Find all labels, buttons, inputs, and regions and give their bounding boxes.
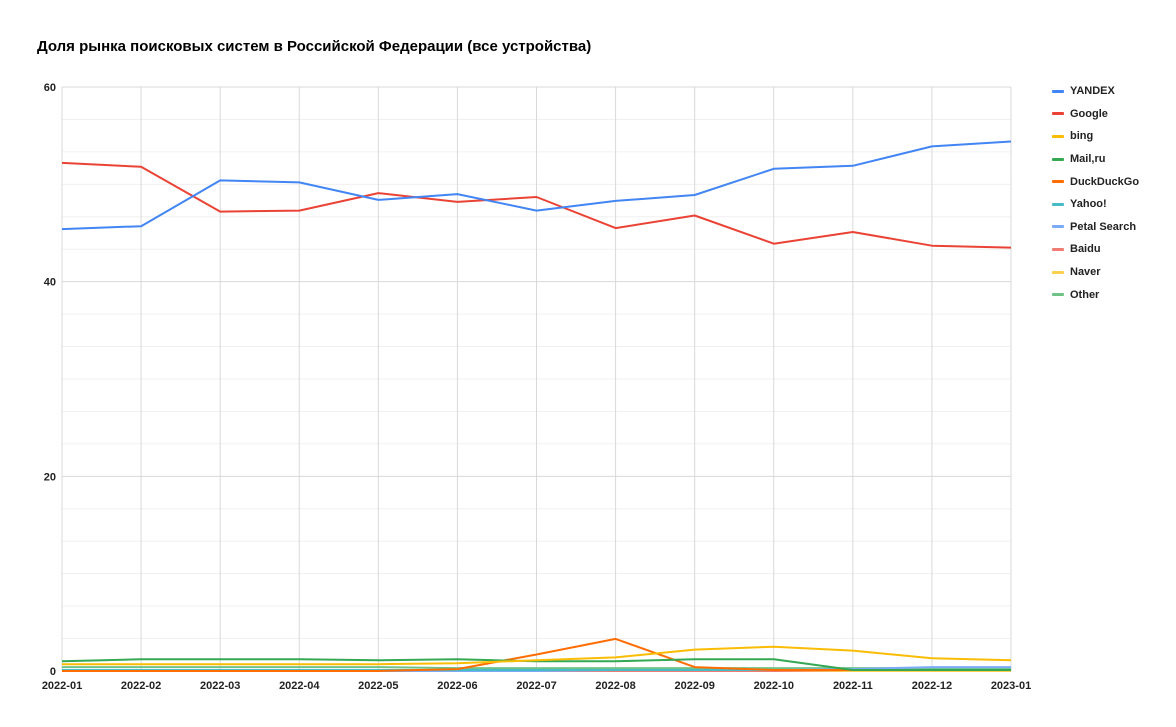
legend-label: Other <box>1070 288 1100 301</box>
legend-label: YANDEX <box>1070 85 1115 98</box>
x-tick-label: 2022-01 <box>42 680 82 692</box>
x-tick-label: 2022-06 <box>437 680 477 692</box>
legend-item: Google <box>1052 103 1139 126</box>
legend-item: Naver <box>1052 261 1139 284</box>
series-line-google <box>61 161 1012 249</box>
series-line-bing <box>62 645 1012 666</box>
legend-swatch <box>1052 112 1064 116</box>
legend-label: DuckDuckGo <box>1070 175 1140 188</box>
legend-item: Mail,ru <box>1052 148 1139 171</box>
legend-item: Petal Search <box>1052 216 1139 239</box>
y-tick-label: 20 <box>44 471 56 483</box>
legend-swatch <box>1052 202 1064 206</box>
legend-label: Petal Search <box>1070 220 1137 233</box>
y-tick-label: 0 <box>50 666 56 678</box>
legend-item: Baidu <box>1052 238 1139 261</box>
x-tick-label: 2022-02 <box>121 680 161 692</box>
x-tick-label: 2022-03 <box>200 680 240 692</box>
legend-swatch <box>1052 134 1064 138</box>
legend-item: YANDEX <box>1052 80 1139 103</box>
legend-swatch <box>1052 270 1064 274</box>
legend-swatch <box>1052 293 1064 297</box>
legend-swatch <box>1052 180 1064 184</box>
y-tick-label: 40 <box>44 277 56 289</box>
series-line-yandex <box>61 140 1012 231</box>
legend: YANDEX Google bing Mail,ru DuckDuckGo Yahoo! P… <box>1052 80 1139 306</box>
x-tick-label: 2022-10 <box>754 680 794 692</box>
legend-label: Google <box>1070 107 1108 120</box>
x-tick-label: 2023-01 <box>991 680 1031 692</box>
legend-label: Mail,ru <box>1070 153 1106 166</box>
legend-swatch <box>1052 157 1064 161</box>
legend-swatch <box>1052 247 1064 251</box>
chart-title: Доля рынка поисковых систем в Российской… <box>37 38 592 55</box>
x-tick-label: 2022-04 <box>279 680 320 692</box>
x-tick-label: 2022-09 <box>674 680 714 692</box>
x-tick-label: 2022-05 <box>358 680 398 692</box>
legend-item: bing <box>1052 125 1139 148</box>
legend-item: Yahoo! <box>1052 193 1139 216</box>
legend-label: Yahoo! <box>1070 198 1107 211</box>
x-tick-label: 2022-07 <box>516 680 556 692</box>
legend-label: Baidu <box>1070 243 1101 256</box>
legend-item: Other <box>1052 283 1139 306</box>
y-tick-label: 60 <box>44 82 56 94</box>
x-tick-label: 2022-08 <box>595 680 635 692</box>
legend-swatch <box>1052 89 1064 93</box>
legend-swatch <box>1052 225 1064 229</box>
legend-label: bing <box>1070 130 1094 143</box>
x-tick-label: 2022-11 <box>833 680 873 692</box>
legend-label: Naver <box>1070 266 1101 279</box>
legend-item: DuckDuckGo <box>1052 170 1139 193</box>
x-tick-label: 2022-12 <box>912 680 952 692</box>
